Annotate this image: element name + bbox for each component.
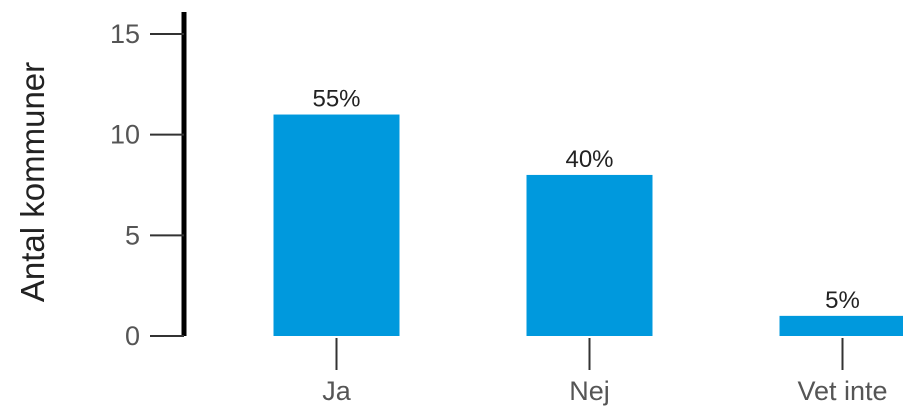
bar — [273, 114, 400, 337]
x-tick-label: Ja — [322, 376, 352, 406]
x-tick-label: Vet inte — [797, 376, 887, 406]
y-tick-label: 0 — [125, 321, 140, 351]
y-axis-title: Antal kommuner — [14, 62, 51, 302]
bars: 55% 40% 5% — [273, 86, 903, 337]
y-tick-label: 15 — [110, 19, 140, 49]
data-label: 5% — [825, 287, 860, 314]
bar — [526, 174, 653, 336]
x-tick-label: Nej — [569, 376, 610, 406]
x-axis-ticks: Ja Nej Vet inte — [322, 338, 888, 406]
y-tick-label: 10 — [110, 120, 140, 150]
y-tick-label: 5 — [125, 220, 140, 250]
bar — [779, 315, 903, 336]
data-label: 40% — [565, 146, 613, 173]
y-axis-ticks: 0 5 10 15 — [110, 19, 184, 351]
data-label: 55% — [312, 86, 360, 113]
